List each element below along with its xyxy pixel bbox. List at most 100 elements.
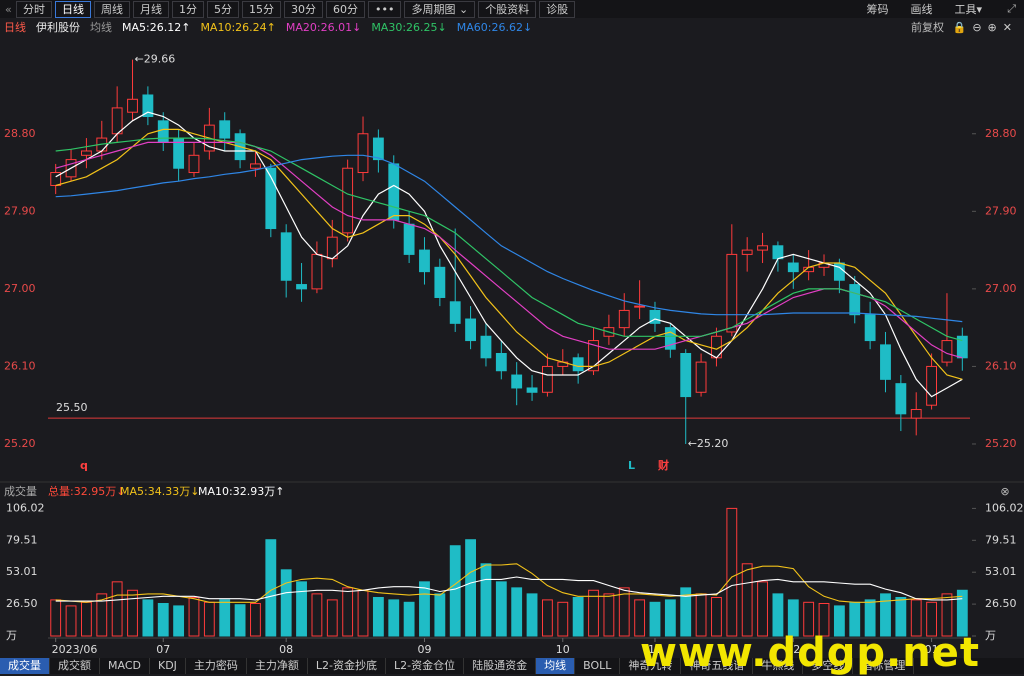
toolbar-button[interactable]: •••: [368, 0, 402, 18]
legend: MA5:26.12↑ MA10:26.24↑ MA20:26.01↓ MA30:26.…: [122, 21, 532, 34]
toolbar-button[interactable]: 1分: [172, 0, 204, 18]
volume-bar: [526, 593, 538, 637]
volume-bar: [342, 587, 354, 637]
indicator-tab[interactable]: 主力密码: [186, 658, 247, 674]
candle-body: [634, 305, 646, 308]
candle-body: [342, 167, 354, 234]
volume-bar: [772, 593, 784, 637]
x-tick-label: 09: [417, 643, 431, 656]
volume-bar: [311, 593, 323, 637]
indicator-tab[interactable]: KDJ: [150, 658, 186, 674]
indicator-tab[interactable]: MACD: [100, 658, 150, 674]
reference-label: 25.50: [56, 401, 88, 414]
toolbar-button[interactable]: 多周期图 ⌄: [404, 0, 476, 18]
candle-body: [726, 253, 738, 333]
candle-body: [465, 318, 477, 342]
candle-body: [772, 245, 784, 260]
expand-icon[interactable]: ⤢: [1007, 2, 1016, 15]
legend-entry: MA60:26.62↓: [456, 20, 533, 34]
volume-bar: [588, 589, 599, 637]
candle-body: [618, 309, 630, 329]
y-tick-label: 26.50: [985, 597, 1017, 610]
indicator-tab[interactable]: 均线: [536, 658, 576, 674]
toolbar-button[interactable]: 5分: [207, 0, 239, 18]
x-tick-label: 10: [556, 643, 570, 656]
candle-body: [157, 120, 169, 143]
volume-bar: [372, 596, 384, 637]
volume-bar: [833, 605, 845, 637]
toolbar-button[interactable]: 15分: [242, 0, 281, 18]
toolbar-button[interactable]: 分时: [16, 0, 52, 18]
toolbar: « 分时 日线 周线 月线 1分 5分 15分 30分 60分 ••• 多周期图 ⌄ 个股资料 诊股 筹…: [0, 0, 1024, 18]
toolbar-button[interactable]: 60分: [326, 0, 365, 18]
indicator-tab[interactable]: 多空线: [803, 658, 854, 674]
volume-bar: [357, 589, 369, 637]
candle-body: [188, 154, 200, 174]
candle-body: [588, 340, 599, 372]
volume-bar: [757, 581, 768, 637]
volume-bar: [434, 593, 446, 637]
volume-bar: [219, 599, 231, 637]
candle-body: [250, 163, 261, 169]
candle-body: [388, 163, 400, 221]
indicator-tab[interactable]: BOLL: [575, 658, 621, 674]
indicator-tab[interactable]: 指标管理: [853, 658, 915, 674]
indicator-tab[interactable]: 神奇九转: [620, 658, 682, 674]
volume-ma-line: [55, 563, 963, 603]
candle-body: [680, 352, 692, 398]
indicator-tab[interactable]: L2-资金仓位: [386, 658, 465, 674]
candle-body: [265, 167, 277, 230]
candle-body: [880, 344, 891, 380]
toolbar-button[interactable]: 个股资料: [478, 0, 537, 18]
toolbar-button[interactable]: 诊股: [539, 0, 576, 18]
volume-bar: [80, 601, 92, 637]
indicator-tab[interactable]: 主力净额: [247, 658, 308, 674]
candle-body: [127, 98, 138, 113]
indicator-tab[interactable]: 神奇五线谱: [681, 658, 754, 674]
toolbar-right: 筹码 画线 工具▾: [860, 2, 988, 17]
indicator-tab[interactable]: 成交量: [0, 658, 50, 674]
y-tick-label: 万: [985, 629, 996, 642]
candle-body: [403, 223, 415, 255]
toolbar-button[interactable]: 周线: [94, 0, 130, 18]
candle-body: [372, 137, 384, 161]
volume-bar: [895, 596, 907, 637]
back-icon[interactable]: «: [5, 2, 12, 16]
close-icon[interactable]: ⊗: [1000, 485, 1009, 498]
volume-ma-line: [55, 576, 963, 602]
volume-bar: [864, 599, 876, 637]
volume-bar: [203, 601, 215, 637]
indicator-tab[interactable]: 陆股通资金: [464, 658, 537, 674]
y-tick-label: 26.10: [985, 359, 1017, 372]
candle-body: [864, 314, 876, 342]
indicator-tab[interactable]: L2-资金抄底: [308, 658, 387, 674]
y-tick-label: 79.51: [985, 533, 1017, 546]
legend-entry: MA5:34.33万↓: [120, 485, 199, 498]
x-tick-label: 01: [925, 643, 939, 656]
ma-line: [55, 111, 963, 398]
window-icons[interactable]: 🔒⊖⊕✕: [952, 20, 1018, 34]
volume-bar: [157, 603, 169, 637]
candle-body: [649, 309, 661, 324]
candle-body: [910, 409, 922, 419]
indicator-tab[interactable]: 牛熊线: [753, 658, 804, 674]
toolbar-button[interactable]: 月线: [133, 0, 169, 18]
candle-body: [142, 94, 154, 118]
volume-bar: [127, 589, 138, 637]
volume-bar: [726, 507, 738, 637]
ma-line: [55, 154, 963, 323]
toolbar-button[interactable]: 画线: [910, 2, 933, 16]
y-tick-label: 28.80: [985, 127, 1017, 140]
volume-bar: [465, 539, 477, 637]
toolbar-button[interactable]: 日线: [55, 0, 91, 18]
indicator-tab[interactable]: 成交额: [50, 658, 100, 674]
volume-bar: [572, 596, 584, 637]
y-tick-label: 27.00: [4, 282, 36, 295]
volume-bar: [234, 604, 246, 637]
volume-bar: [910, 599, 922, 637]
toolbar-button[interactable]: 工具▾: [954, 2, 982, 16]
volume-bar: [50, 599, 62, 637]
adjust-button[interactable]: 前复权: [911, 21, 944, 34]
toolbar-button[interactable]: 30分: [284, 0, 323, 18]
toolbar-button[interactable]: 筹码: [866, 2, 889, 16]
